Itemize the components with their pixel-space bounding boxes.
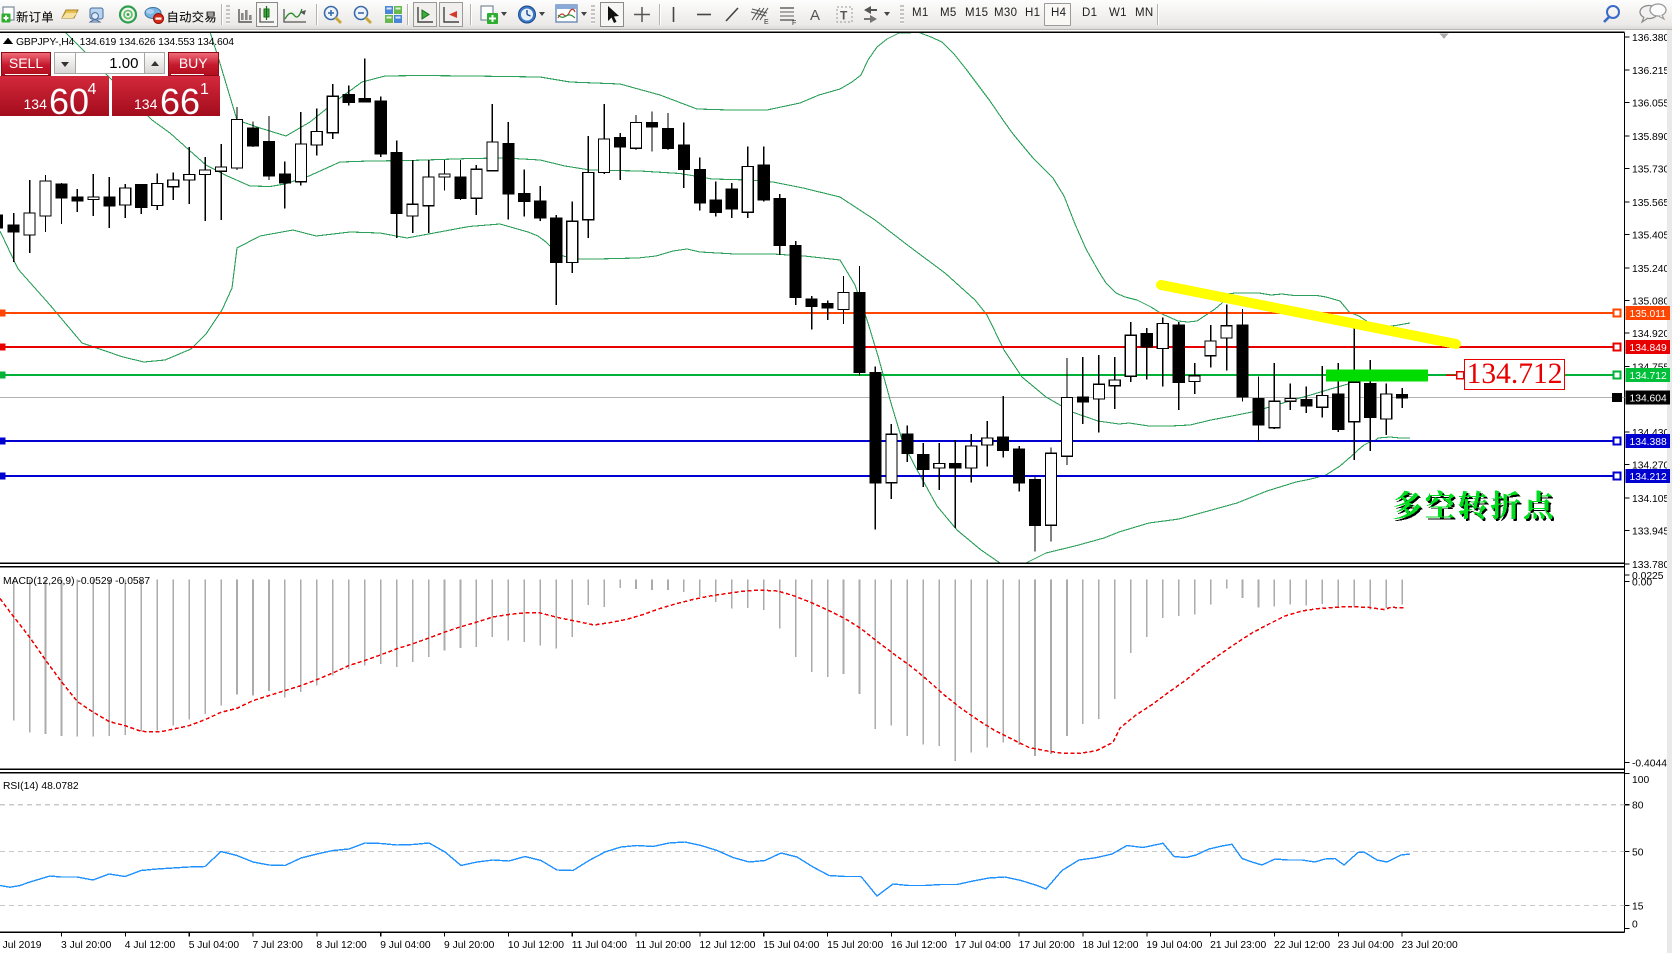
svg-text:135.565: 135.565 [1632,198,1669,209]
svg-text:135.011: 135.011 [1630,309,1667,320]
svg-text:17 Jul 20:00: 17 Jul 20:00 [1019,940,1075,951]
svg-text:136.380: 136.380 [1632,33,1669,44]
svg-text:11 Jul 20:00: 11 Jul 20:00 [636,940,692,951]
svg-text:4 Jul 12:00: 4 Jul 12:00 [125,940,176,951]
svg-text:50: 50 [1632,848,1644,859]
svg-text:134.270: 134.270 [1632,461,1669,472]
svg-text:22 Jul 12:00: 22 Jul 12:00 [1274,940,1330,951]
svg-text:9 Jul 20:00: 9 Jul 20:00 [444,940,495,951]
svg-text:0.00: 0.00 [1632,578,1652,589]
svg-text:T: T [840,9,848,23]
svg-text:RSI(14) 48.0782: RSI(14) 48.0782 [3,781,79,792]
svg-text:134.430: 134.430 [1632,428,1669,439]
svg-text:0.0225: 0.0225 [1632,571,1664,582]
svg-text:100: 100 [1632,775,1649,786]
svg-text:136.055: 136.055 [1632,99,1669,110]
svg-text:10 Jul 12:00: 10 Jul 12:00 [508,940,564,951]
svg-text:134.604: 134.604 [1630,394,1667,405]
svg-text:135.890: 135.890 [1632,132,1669,143]
svg-text:0: 0 [1632,920,1638,931]
svg-text:F: F [792,20,796,27]
svg-text:8 Jul 12:00: 8 Jul 12:00 [316,940,367,951]
svg-text:A: A [810,7,820,24]
svg-text:GBPJPY-,H4 134.619 134.626 13: GBPJPY-,H4 134.619 134.626 134.553 134.6… [16,37,234,48]
svg-text:23 Jul 20:00: 23 Jul 20:00 [1402,940,1458,951]
svg-text:19 Jul 04:00: 19 Jul 04:00 [1146,940,1202,951]
svg-text:18 Jul 12:00: 18 Jul 12:00 [1082,940,1138,951]
svg-text:134.849: 134.849 [1630,343,1667,354]
svg-text:E: E [764,19,769,26]
svg-text:11 Jul 04:00: 11 Jul 04:00 [572,940,628,951]
svg-text:5 Jul 04:00: 5 Jul 04:00 [189,940,240,951]
svg-text:80: 80 [1632,801,1644,812]
svg-text:21 Jul 23:00: 21 Jul 23:00 [1210,940,1266,951]
svg-text:136.215: 136.215 [1632,66,1669,77]
svg-text:16 Jul 12:00: 16 Jul 12:00 [891,940,947,951]
svg-text:134.920: 134.920 [1632,329,1669,340]
svg-text:135.240: 135.240 [1632,264,1669,275]
svg-text:23 Jul 04:00: 23 Jul 04:00 [1338,940,1394,951]
svg-text:9 Jul 04:00: 9 Jul 04:00 [380,940,431,951]
svg-text:133.945: 133.945 [1632,527,1669,538]
svg-text:135.405: 135.405 [1632,231,1669,242]
svg-text:134.212: 134.212 [1630,472,1667,483]
svg-text:12 Jul 12:00: 12 Jul 12:00 [699,940,755,951]
svg-text:133.780: 133.780 [1632,560,1669,571]
svg-text:134.388: 134.388 [1630,437,1667,448]
svg-text:135.730: 135.730 [1632,165,1669,176]
svg-text:3 Jul 20:00: 3 Jul 20:00 [61,940,112,951]
svg-text:7 Jul 23:00: 7 Jul 23:00 [253,940,304,951]
svg-text:15 Jul 20:00: 15 Jul 20:00 [827,940,883,951]
svg-text:17 Jul 04:00: 17 Jul 04:00 [955,940,1011,951]
svg-text:MACD(12,26,9) -0.0529 -0.0587: MACD(12,26,9) -0.0529 -0.0587 [3,576,150,587]
svg-text:134.105: 134.105 [1632,494,1669,505]
svg-text:134.712: 134.712 [1630,371,1667,382]
svg-text:15 Jul 04:00: 15 Jul 04:00 [763,940,819,951]
svg-text:-0.4044: -0.4044 [1632,759,1667,770]
svg-text:15: 15 [1632,901,1644,912]
svg-text:135.080: 135.080 [1632,297,1669,308]
svg-text:3 Jul 2019: 3 Jul 2019 [0,940,42,951]
